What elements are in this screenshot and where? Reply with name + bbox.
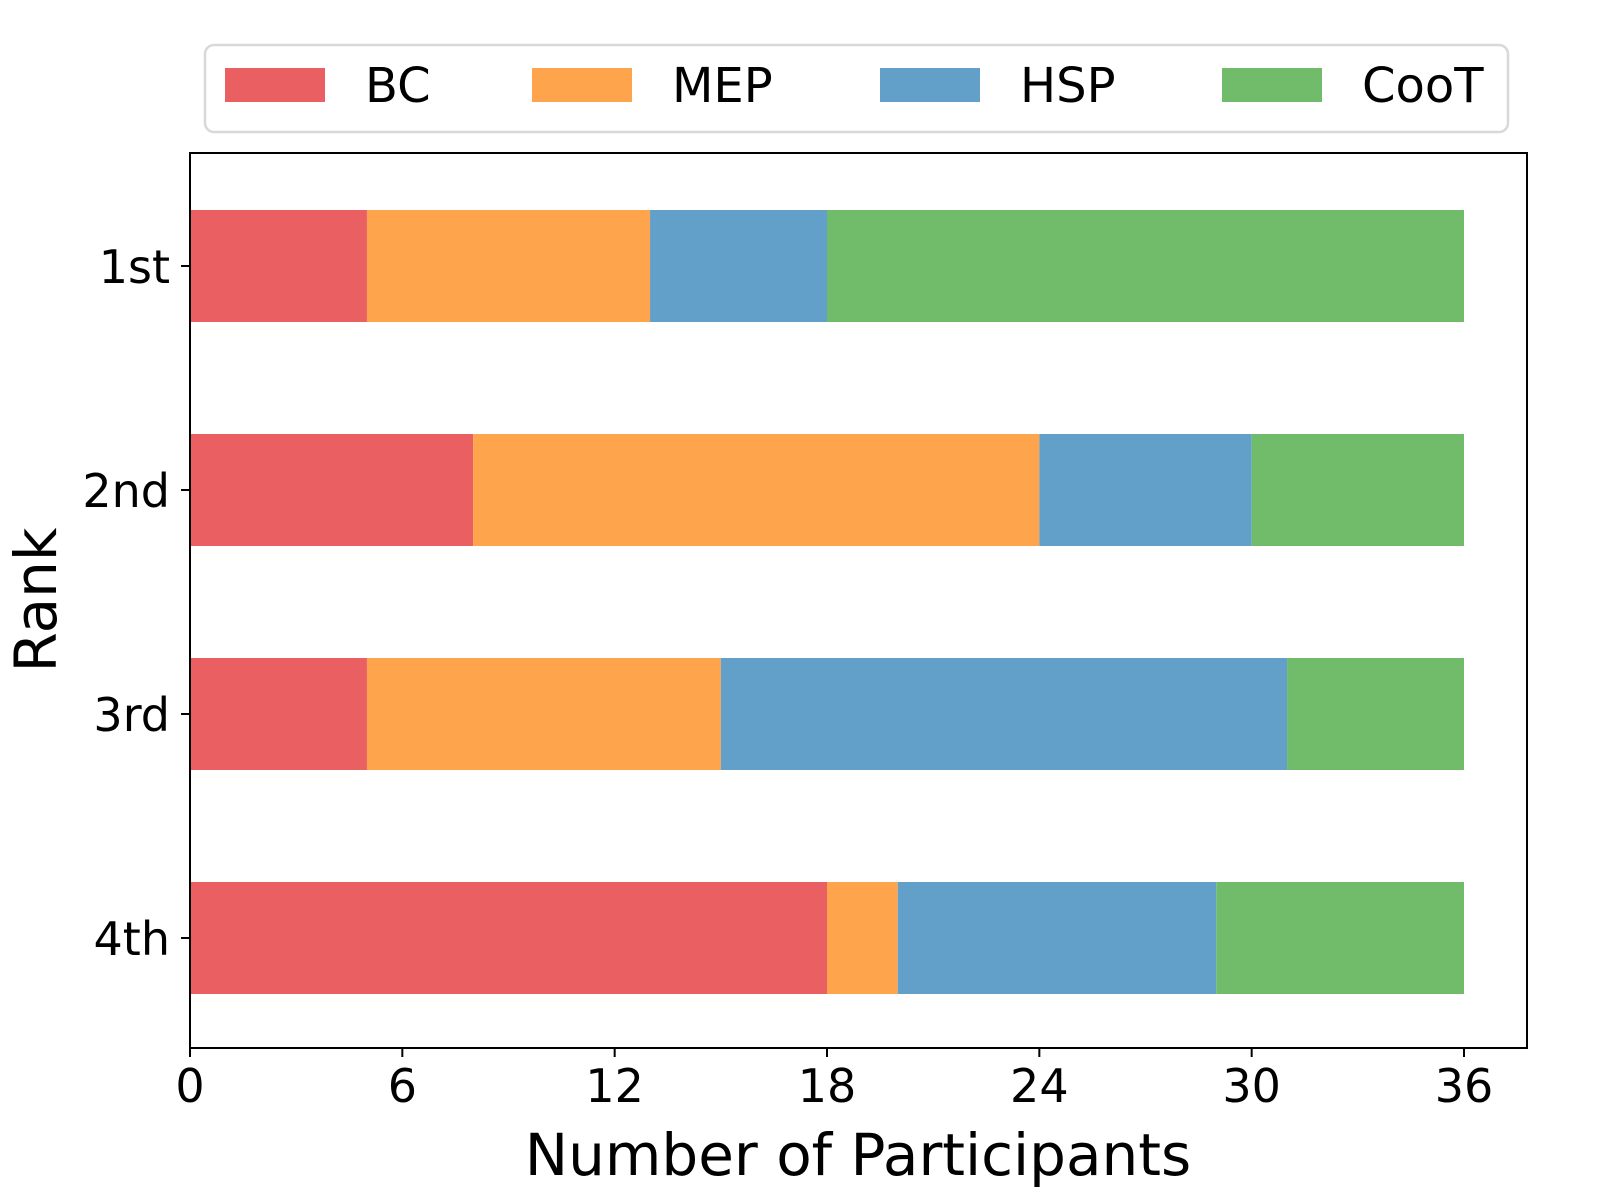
bars-group <box>190 210 1464 994</box>
bar-mep-4th <box>827 882 898 994</box>
x-axis-ticks: 0 6 12 18 24 30 36 <box>175 1048 1493 1113</box>
legend: BC MEP HSP CooT <box>203 43 1510 134</box>
bar-bc-2nd <box>190 434 474 546</box>
legend-swatch-coot <box>1222 68 1322 102</box>
bar-hsp-4th <box>897 882 1217 994</box>
bar-coot-3rd <box>1287 658 1464 770</box>
x-tick-label-18: 18 <box>798 1059 857 1113</box>
bar-bc-1st <box>190 210 367 322</box>
x-tick-label-30: 30 <box>1222 1059 1281 1113</box>
y-tick-label-3rd: 3rd <box>93 688 170 742</box>
bar-coot-2nd <box>1251 434 1464 546</box>
x-tick-label-0: 0 <box>175 1059 204 1113</box>
x-tick-label-24: 24 <box>1010 1059 1069 1113</box>
y-tick-label-4th: 4th <box>94 912 170 966</box>
bar-coot-1st <box>827 210 1464 322</box>
bar-hsp-2nd <box>1039 434 1252 546</box>
bar-bc-3rd <box>190 658 367 770</box>
legend-swatch-bc <box>225 68 325 102</box>
legend-label-bc: BC <box>365 58 431 114</box>
legend-swatch-mep <box>532 68 632 102</box>
legend-frame <box>203 43 1510 134</box>
x-tick-label-6: 6 <box>388 1059 417 1113</box>
bar-mep-3rd <box>366 658 721 770</box>
bar-bc-4th <box>190 882 827 994</box>
y-tick-label-1st: 1st <box>99 240 170 294</box>
legend-label-mep: MEP <box>672 58 773 114</box>
bar-coot-4th <box>1216 882 1464 994</box>
y-axis-title: Rank <box>2 527 70 672</box>
x-tick-label-36: 36 <box>1435 1059 1494 1113</box>
legend-label-coot: CooT <box>1362 58 1484 114</box>
bar-mep-2nd <box>473 434 1040 546</box>
bar-mep-1st <box>366 210 651 322</box>
x-axis-title: Number of Participants <box>525 1121 1191 1189</box>
legend-swatch-hsp <box>880 68 980 102</box>
legend-label-hsp: HSP <box>1020 58 1116 114</box>
y-tick-label-2nd: 2nd <box>82 464 170 518</box>
plot-frame <box>189 152 1528 1049</box>
x-tick-label-12: 12 <box>585 1059 644 1113</box>
bar-hsp-3rd <box>720 658 1288 770</box>
bar-hsp-1st <box>650 210 827 322</box>
y-axis-ticks: 1st 2nd 3rd 4th <box>82 240 190 966</box>
